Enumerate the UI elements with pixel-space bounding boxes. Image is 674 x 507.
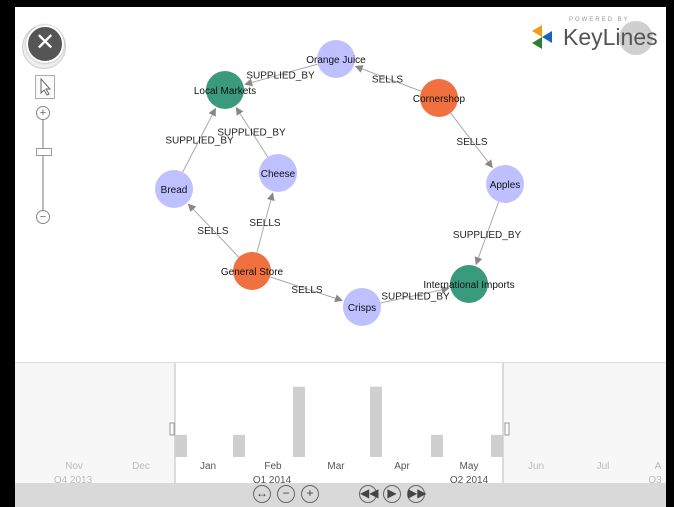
node-label: Bread [161,185,188,196]
fast-forward-icon[interactable]: ▶▶ [407,485,426,503]
zoom-slider-handle[interactable] [36,148,52,156]
month-label: Apr [394,461,410,472]
rewind-icon[interactable]: ◀◀ [359,485,378,503]
close-icon[interactable]: ✕ [26,25,64,63]
node-label: Orange Juice [306,55,366,66]
keylines-logo [532,25,552,49]
zoom-in-button[interactable]: + [36,106,50,120]
zoom-out-time-icon[interactable]: − [277,485,295,503]
node-lm[interactable] [206,71,244,109]
month-label: A [655,461,662,472]
timebar-bar[interactable] [491,434,503,457]
zoom-out-button[interactable]: − [36,210,50,224]
quarter-label: Q3 [648,475,662,486]
edge-label: SELLS [372,75,403,86]
timebar-bar[interactable] [175,434,187,457]
quarter-label: Q1 2014 [253,475,292,486]
node-label: General Store [221,267,284,278]
powered-by-label: POWERED BY [569,17,630,23]
edge-line[interactable] [474,201,500,266]
play-icon[interactable]: ▶ [383,485,401,503]
edge-label: SUPPLIED_BY [217,128,286,139]
edge-label: SUPPLIED_BY [165,136,234,147]
month-label: Mar [327,461,345,472]
edge-label: SELLS [249,218,280,229]
node-ii[interactable] [450,265,488,303]
edge-line[interactable] [187,203,240,258]
keylines-chart-frame: SUPPLIED_BY SELLS SELLS SUPPLIED_BY SUPPLIED… [15,7,666,507]
timebar-bar[interactable] [293,386,305,457]
timebar-bar[interactable] [431,434,443,457]
fit-icon[interactable]: ↔ [253,485,271,503]
edge-label: SUPPLIED_BY [381,292,450,303]
logo-name: KeyLines [563,24,658,50]
timebar-right-shade [503,363,666,491]
timebar-right-handle[interactable] [504,422,510,436]
timebar[interactable]: Nov Dec Jan Feb Mar Apr May Jun Jul A Q4 2013 Q1 20… [15,362,666,491]
node-label: Cheese [261,169,296,180]
zoom-in-time-icon[interactable]: + [301,485,319,503]
select-tool-icon[interactable] [35,75,55,99]
edge-line[interactable] [269,276,343,303]
node-label: Cornershop [413,94,466,105]
next-arrow-icon[interactable]: › [619,21,653,55]
edge-line[interactable] [354,65,422,92]
edge-line[interactable] [380,285,450,304]
edge-label: SUPPLIED_BY [246,71,315,82]
node-oj[interactable] [317,40,355,78]
quarter-label: Q2 2014 [450,475,489,486]
month-label: Jan [200,461,216,472]
month-label: Jun [528,461,544,472]
timebar-bar[interactable] [233,434,245,457]
timebar-left-shade [15,363,175,491]
edge-line[interactable] [450,112,493,169]
node-label: International Imports [423,280,514,291]
node-label: Local Markets [194,86,256,97]
timebar-bar[interactable] [370,386,382,457]
edge-label: SELLS [291,285,322,296]
node-ap[interactable] [486,165,524,203]
month-label: Feb [264,461,282,472]
edge-label: SELLS [197,226,228,237]
node-gs[interactable] [233,252,271,290]
edge-line[interactable] [244,63,318,87]
month-label: Jul [597,461,610,472]
network-graph[interactable]: SUPPLIED_BY SELLSSELLSSUPPLIED_BYSUPPLIED… [15,7,666,362]
timebar-left-handle[interactable] [169,422,175,436]
edge-line[interactable] [182,107,216,173]
edge-line[interactable] [235,106,269,158]
node-ch[interactable] [259,154,297,192]
edge-label: SUPPLIED_BY [453,230,522,241]
node-cr[interactable] [343,288,381,326]
quarter-label: Q4 2013 [54,475,93,486]
edge-line[interactable] [256,192,275,253]
edge-label: SELLS [456,137,487,148]
zoom-slider-track[interactable] [42,117,44,217]
month-label: May [460,461,479,472]
timebar-controls: ↔ − + ◀◀ ▶ ▶▶ [15,483,666,507]
month-label: Nov [65,461,83,472]
node-label: Crisps [348,303,376,314]
month-label: Dec [132,461,150,472]
node-label: Apples [490,180,521,191]
node-cs[interactable] [420,79,458,117]
node-br[interactable] [155,170,193,208]
